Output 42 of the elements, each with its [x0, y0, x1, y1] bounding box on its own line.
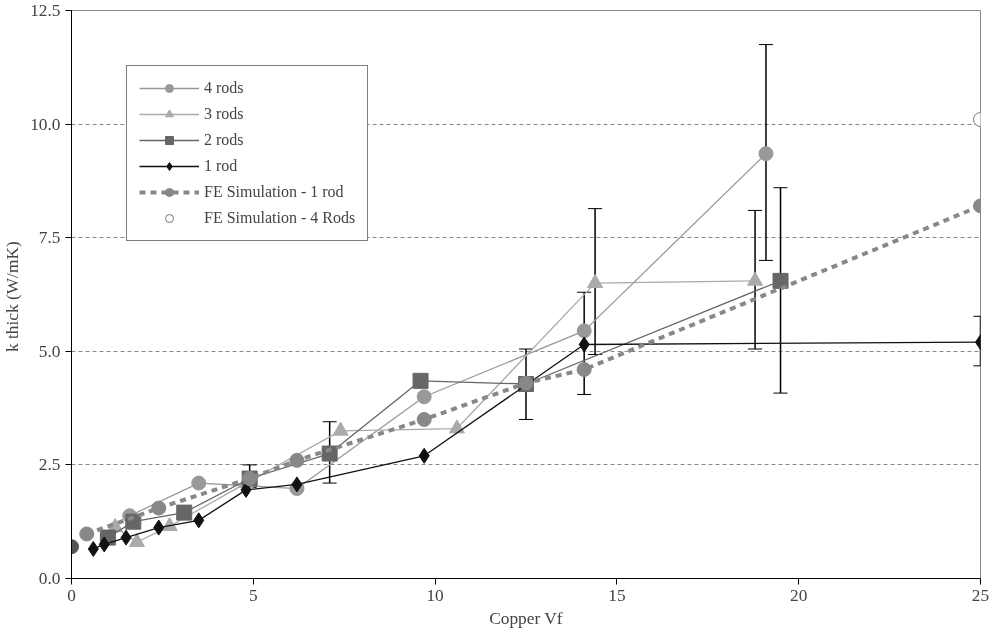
point	[191, 475, 207, 491]
x-tick-label: 15	[608, 585, 626, 605]
point	[416, 389, 432, 405]
x-tick-label: 25	[971, 585, 990, 605]
x-tick-label: 10	[426, 585, 444, 605]
y-tick-label: 7.5	[38, 228, 61, 248]
point	[291, 476, 303, 493]
point	[289, 452, 305, 468]
point	[153, 519, 165, 536]
point	[416, 411, 432, 427]
point	[120, 529, 132, 546]
point	[412, 372, 429, 389]
point	[576, 361, 592, 377]
legend-label: 1 rod	[204, 157, 238, 175]
point	[772, 272, 789, 289]
legend-label: 4 rods	[204, 79, 244, 97]
x-tick-label: 20	[790, 585, 808, 605]
point	[87, 540, 99, 557]
y-tick-label: 5.0	[38, 341, 61, 361]
x-axis-title: Copper Vf	[489, 608, 563, 628]
point	[578, 336, 590, 353]
legend-label: 3 rods	[204, 105, 244, 123]
point	[448, 419, 465, 434]
point	[240, 481, 252, 498]
point	[193, 512, 205, 529]
point	[758, 146, 774, 162]
y-tick-label: 10.0	[30, 114, 61, 134]
y-tick-label: 0.0	[38, 569, 61, 588]
point	[98, 536, 110, 553]
y-axis-title: k thick (W/mK)	[3, 241, 23, 353]
legend-label: FE Simulation - 4 Rods	[204, 209, 356, 227]
point	[418, 447, 430, 464]
x-tick-label: 0	[67, 585, 76, 605]
point	[151, 500, 167, 516]
legend-label: 2 rods	[204, 131, 244, 149]
point	[576, 323, 592, 339]
legend-label: FE Simulation - 1 rod	[204, 183, 344, 201]
y-tick-label: 12.5	[30, 1, 61, 20]
x-tick-label: 5	[248, 585, 258, 605]
point	[176, 504, 193, 521]
point	[79, 526, 95, 542]
y-tick-label: 2.5	[38, 455, 61, 475]
